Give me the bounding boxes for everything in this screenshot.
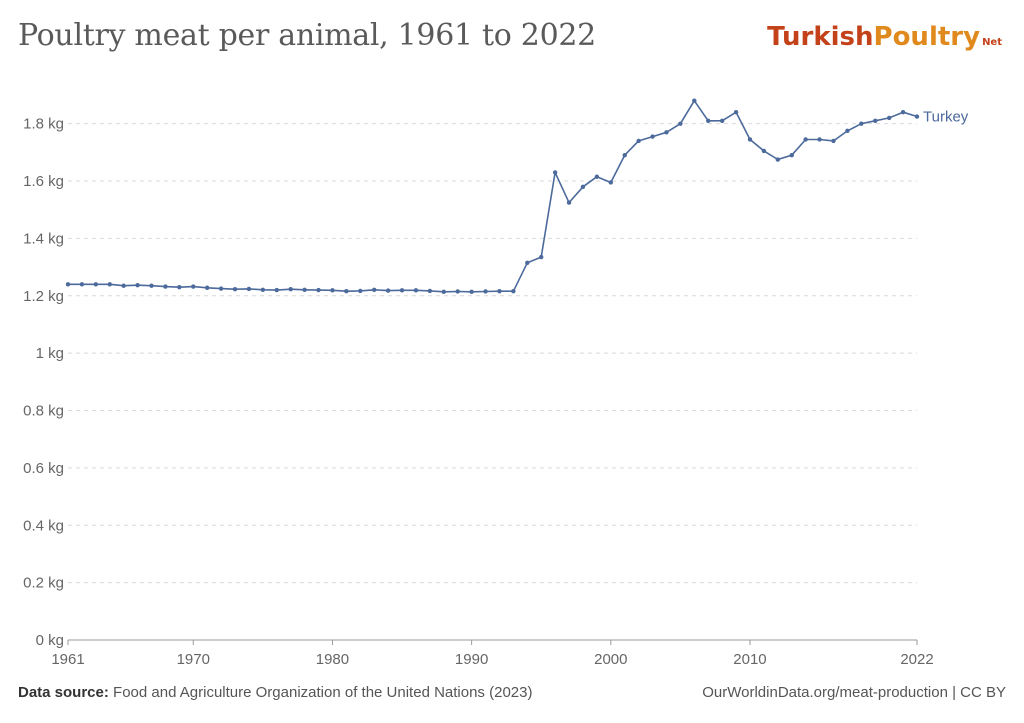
x-tick-label: 2022 <box>900 651 933 668</box>
y-tick-label: 1.6 kg <box>23 173 64 190</box>
data-point[interactable] <box>914 114 920 119</box>
data-point[interactable] <box>121 283 126 288</box>
x-tick-label: 1980 <box>316 651 349 668</box>
data-point[interactable] <box>803 137 808 142</box>
data-point[interactable] <box>135 282 140 288</box>
y-tick-label: 0.4 kg <box>23 517 64 534</box>
x-tick-label: 1961 <box>51 651 84 668</box>
series-layer: Turkey <box>65 98 969 294</box>
data-point[interactable] <box>873 118 878 124</box>
y-tick-label: 1.8 kg <box>23 116 64 133</box>
data-point[interactable] <box>539 254 544 260</box>
data-point[interactable] <box>246 286 252 292</box>
data-point[interactable] <box>497 289 502 294</box>
logo-word-1: Turkish <box>767 22 874 52</box>
source-url[interactable]: OurWorldinData.org/meat-production | CC … <box>702 684 1006 701</box>
logo-word-3: Net <box>982 37 1002 48</box>
data-point[interactable] <box>260 287 266 292</box>
y-tick-label: 0 kg <box>36 632 64 649</box>
data-point[interactable] <box>232 286 238 292</box>
y-tick-label: 0.8 kg <box>23 403 64 420</box>
data-point[interactable] <box>288 286 293 292</box>
data-point[interactable] <box>650 134 655 139</box>
data-point[interactable] <box>831 138 836 144</box>
data-point[interactable] <box>692 98 697 103</box>
data-point[interactable] <box>845 128 850 134</box>
y-tick-label: 1 kg <box>36 345 64 362</box>
data-point[interactable] <box>204 285 210 290</box>
logo-word-2: Poultry <box>873 22 981 52</box>
data-point[interactable] <box>330 288 335 293</box>
x-tick-label: 2000 <box>594 651 627 668</box>
grid-layer <box>68 123 917 584</box>
brand-logo[interactable]: Turkish Poultry Net <box>767 22 1002 52</box>
data-point[interactable] <box>706 118 711 124</box>
data-point[interactable] <box>93 282 99 287</box>
data-point[interactable] <box>594 174 600 179</box>
data-point[interactable] <box>552 170 558 175</box>
data-point[interactable] <box>441 289 446 294</box>
chart-title: Poultry meat per animal, 1961 to 2022 <box>18 18 596 53</box>
data-point[interactable] <box>191 284 196 289</box>
x-tick-label: 1970 <box>177 651 210 668</box>
data-point[interactable] <box>900 110 906 115</box>
data-point[interactable] <box>789 153 794 158</box>
data-point[interactable] <box>79 282 85 287</box>
data-point[interactable] <box>886 115 892 121</box>
data-point[interactable] <box>163 284 168 289</box>
y-tick-label: 1.2 kg <box>23 288 64 305</box>
data-point[interactable] <box>761 148 767 154</box>
x-tick-label: 2010 <box>733 651 766 668</box>
data-point[interactable] <box>302 287 307 292</box>
data-point[interactable] <box>65 282 71 287</box>
axis-layer: 0 kg 0.2 kg 0.4 kg 0.6 kg 0.8 kg 1 kg 1.2 kg 1.… <box>23 116 934 668</box>
data-source: Data source: Food and Agriculture Organi… <box>18 684 532 701</box>
data-point[interactable] <box>344 289 349 294</box>
series-line <box>68 99 918 293</box>
data-point[interactable] <box>859 121 864 126</box>
data-point[interactable] <box>608 180 614 185</box>
data-point[interactable] <box>427 288 433 294</box>
y-tick-label: 0.6 kg <box>23 460 64 477</box>
data-point[interactable] <box>664 130 669 135</box>
data-point[interactable] <box>622 153 627 158</box>
data-point[interactable] <box>733 110 739 115</box>
data-point[interactable] <box>817 137 822 142</box>
data-point[interactable] <box>678 121 683 126</box>
data-point[interactable] <box>149 283 154 288</box>
data-point[interactable] <box>775 157 781 162</box>
data-point[interactable] <box>636 138 641 144</box>
series-label: Turkey <box>923 109 969 126</box>
data-point[interactable] <box>483 289 488 294</box>
data-source-text: Food and Agriculture Organization of the… <box>113 684 533 701</box>
data-point[interactable] <box>316 287 321 293</box>
data-point[interactable] <box>747 137 753 142</box>
data-point[interactable] <box>371 287 377 292</box>
data-point[interactable] <box>566 200 572 205</box>
x-tick-label: 1990 <box>455 651 488 668</box>
data-point[interactable] <box>107 282 112 287</box>
y-tick-label: 1.4 kg <box>23 230 64 247</box>
data-point[interactable] <box>413 288 419 293</box>
data-point[interactable] <box>525 260 530 266</box>
data-point[interactable] <box>511 289 516 294</box>
data-point[interactable] <box>399 288 405 293</box>
data-point[interactable] <box>580 184 586 189</box>
data-point[interactable] <box>358 288 363 294</box>
data-point[interactable] <box>455 289 460 294</box>
data-point[interactable] <box>719 118 725 124</box>
data-point[interactable] <box>274 287 279 293</box>
data-point[interactable] <box>469 289 474 294</box>
y-tick-label: 0.2 kg <box>23 575 64 592</box>
data-source-label: Data source: <box>18 684 109 701</box>
data-point[interactable] <box>218 286 224 291</box>
data-point[interactable] <box>177 284 182 290</box>
data-point[interactable] <box>385 288 391 293</box>
